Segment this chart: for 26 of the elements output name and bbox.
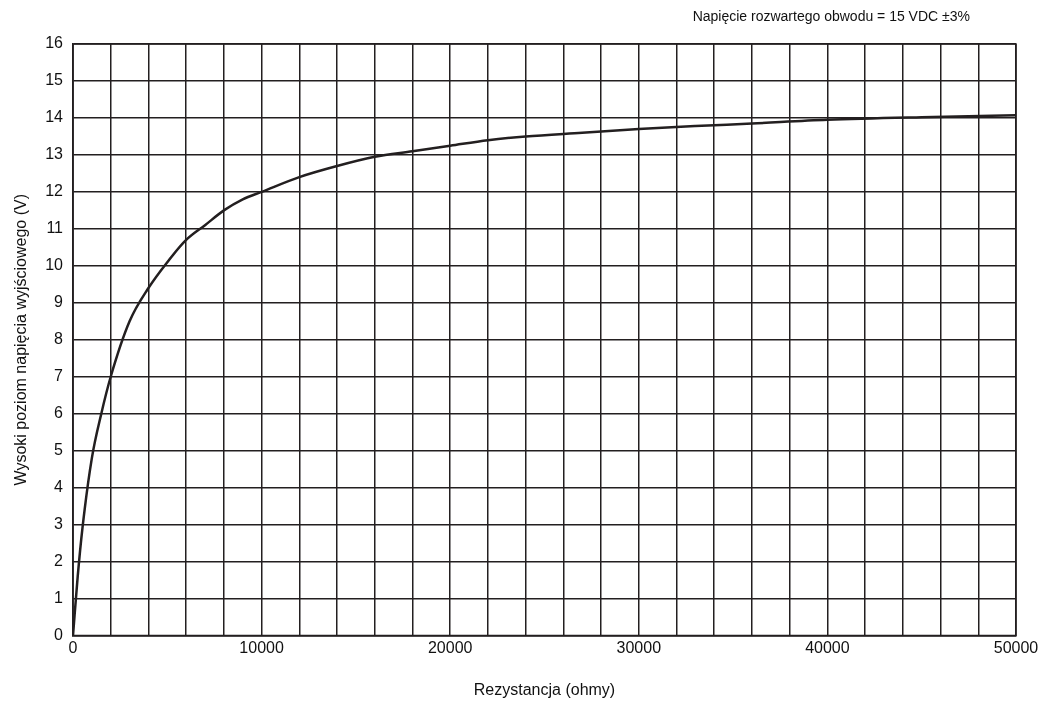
y-tick-label: 7 [54,367,64,385]
x-tick-label: 10000 [239,638,284,656]
y-tick-label: 8 [54,330,64,348]
y-tick-label: 1 [54,589,64,607]
y-tick-label: 0 [54,626,64,644]
y-tick-label: 4 [54,478,64,496]
y-tick-label: 5 [54,441,64,459]
y-tick-label: 10 [45,256,64,274]
x-tick-label: 0 [68,638,78,656]
x-axis-title: Rezystancja (ohmy) [473,680,616,698]
y-tick-label: 2 [54,552,64,570]
y-tick-label: 13 [45,145,64,163]
x-tick-label: 40000 [805,638,850,656]
y-tick-label: 16 [45,34,64,52]
y-tick-label: 15 [45,71,64,89]
x-tick-label: 30000 [616,638,662,656]
text: Napięcie rozwartego obwodu = 15 VDC ±3% [692,8,970,24]
y-tick-label: 11 [46,219,64,237]
y-axis-title: Wysoki poziom napięcia wyjściowego (V) [12,194,30,486]
y-tick-label: 6 [54,404,64,422]
y-tick-label: 14 [45,108,64,126]
y-tick-label: 12 [45,182,64,200]
x-tick-label: 50000 [993,638,1039,656]
y-tick-label: 9 [54,293,64,311]
x-tick-label: 20000 [427,638,473,656]
y-tick-label: 3 [54,515,64,533]
